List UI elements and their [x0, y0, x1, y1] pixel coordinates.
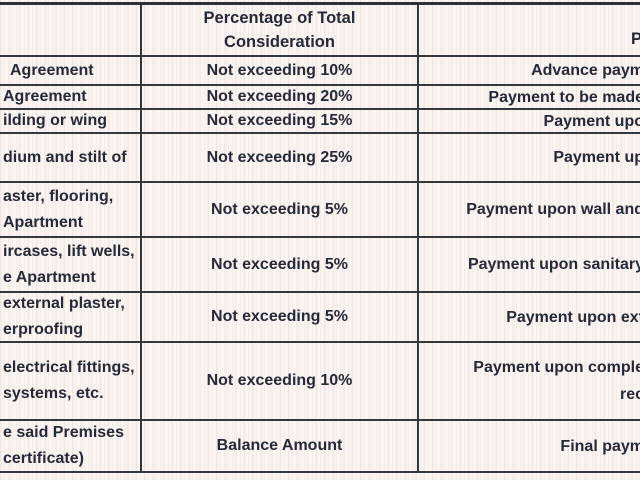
payment-milestone-cell: Advance paym [419, 57, 640, 84]
payment-milestone-cell: Payment upon ext [419, 293, 640, 341]
stage-description-line: erproofing [3, 321, 83, 338]
percentage-header-line2: Consideration [224, 33, 335, 51]
percentage-cell: Balance Amount [142, 421, 419, 471]
stage-description-cell: aster, flooring, Apartment [0, 183, 142, 236]
percentage-header-line1: Percentage of Total [203, 9, 356, 27]
table-row: electrical fittings, systems, etc. Not exc… [0, 343, 640, 421]
payment-milestone-cell: Payment upo [419, 110, 640, 132]
stage-description-line: Agreement [3, 88, 87, 105]
table-row: Agreement Not exceeding 20% Payment to be … [0, 86, 640, 110]
percentage-cell: Not exceeding 15% [142, 110, 419, 132]
stage-description-line: dium and stilt of [3, 148, 127, 166]
stage-description-line: aster, flooring, [3, 187, 114, 205]
table-body: Agreement Not exceeding 10% Advance paym Ag… [0, 57, 640, 473]
percentage-cell: Not exceeding 10% [142, 343, 419, 419]
payment-milestone-cell: Final paym [419, 421, 640, 471]
payment-milestone-cell: Payment upon comple rec [419, 343, 640, 419]
table-header-row: Percentage of Total Consideration P [0, 2, 640, 57]
stage-description-line: ilding or wing [3, 112, 107, 129]
percentage-cell: Not exceeding 10% [142, 57, 419, 84]
stage-description-cell: e said Premises certificate) [0, 421, 142, 471]
stage-description-line: external plaster, [3, 295, 125, 312]
payment-milestone-line: Payment to be made [488, 88, 640, 106]
percentage-cell: Not exceeding 5% [142, 293, 419, 341]
percentage-cell: Not exceeding 5% [142, 238, 419, 291]
payment-milestone-cell: Payment upon sanitary [419, 238, 640, 291]
payment-milestone-cell: Payment up [419, 134, 640, 181]
payment-milestone-line: Payment upon ext [506, 308, 640, 326]
table-row: external plaster, erproofing Not exceeding… [0, 293, 640, 343]
payment-milestone-line: Final paym [560, 437, 640, 455]
stage-description-cell: electrical fittings, systems, etc. [0, 343, 142, 419]
stage-description-line: certificate) [3, 450, 84, 467]
table-row: Agreement Not exceeding 10% Advance paym [0, 57, 640, 86]
table-row: e said Premises certificate) Balance Amoun… [0, 421, 640, 473]
stage-description-line: Apartment [3, 213, 84, 231]
payment-milestone-cell: Payment to be made [419, 86, 640, 108]
payment-milestone-line: Payment upon sanitary [467, 256, 640, 273]
percentage-cell: Not exceeding 5% [142, 183, 419, 236]
stage-description-cell: Agreement [0, 86, 142, 108]
payment-milestone-line: Advance paym [531, 62, 640, 79]
payment-milestone-line: Payment up [553, 149, 640, 166]
payment-milestone-line: Payment upon wall and [466, 201, 640, 218]
percentage-cell: Not exceeding 20% [142, 86, 419, 108]
table-row: ilding or wing Not exceeding 15% Payment u… [0, 110, 640, 134]
milestone-header-cell: P [419, 5, 640, 55]
stage-description-line: electrical fittings, [3, 359, 135, 376]
stage-description-cell: external plaster, erproofing [0, 293, 142, 341]
milestone-header-fragment: P [631, 30, 640, 48]
table-row: ircases, lift wells, e Apartment Not excee… [0, 238, 640, 293]
stage-description-cell: Agreement [0, 57, 142, 84]
stage-description-cell: dium and stilt of [0, 134, 142, 181]
percentage-header-cell: Percentage of Total Consideration [142, 5, 419, 55]
percentage-cell: Not exceeding 25% [142, 134, 419, 181]
stage-description-line: ircases, lift wells, [3, 242, 135, 260]
stage-description-line: systems, etc. [3, 385, 104, 402]
stage-description-line: Agreement [10, 61, 94, 79]
payment-milestone-line: Payment upon comple [473, 359, 640, 376]
stage-header-cell [0, 5, 142, 55]
stage-description-line: e said Premises [3, 424, 124, 441]
stage-description-line: e Apartment [3, 268, 96, 286]
payment-milestone-cell: Payment upon wall and [419, 183, 640, 236]
table-row: dium and stilt of Not exceeding 25% Paymen… [0, 134, 640, 183]
table-row: aster, flooring, Apartment Not exceeding 5… [0, 183, 640, 238]
stage-description-cell: ircases, lift wells, e Apartment [0, 238, 142, 291]
payment-milestone-line: Payment upo [543, 112, 640, 130]
stage-description-cell: ilding or wing [0, 110, 142, 132]
payment-milestone-line: rec [619, 386, 640, 403]
